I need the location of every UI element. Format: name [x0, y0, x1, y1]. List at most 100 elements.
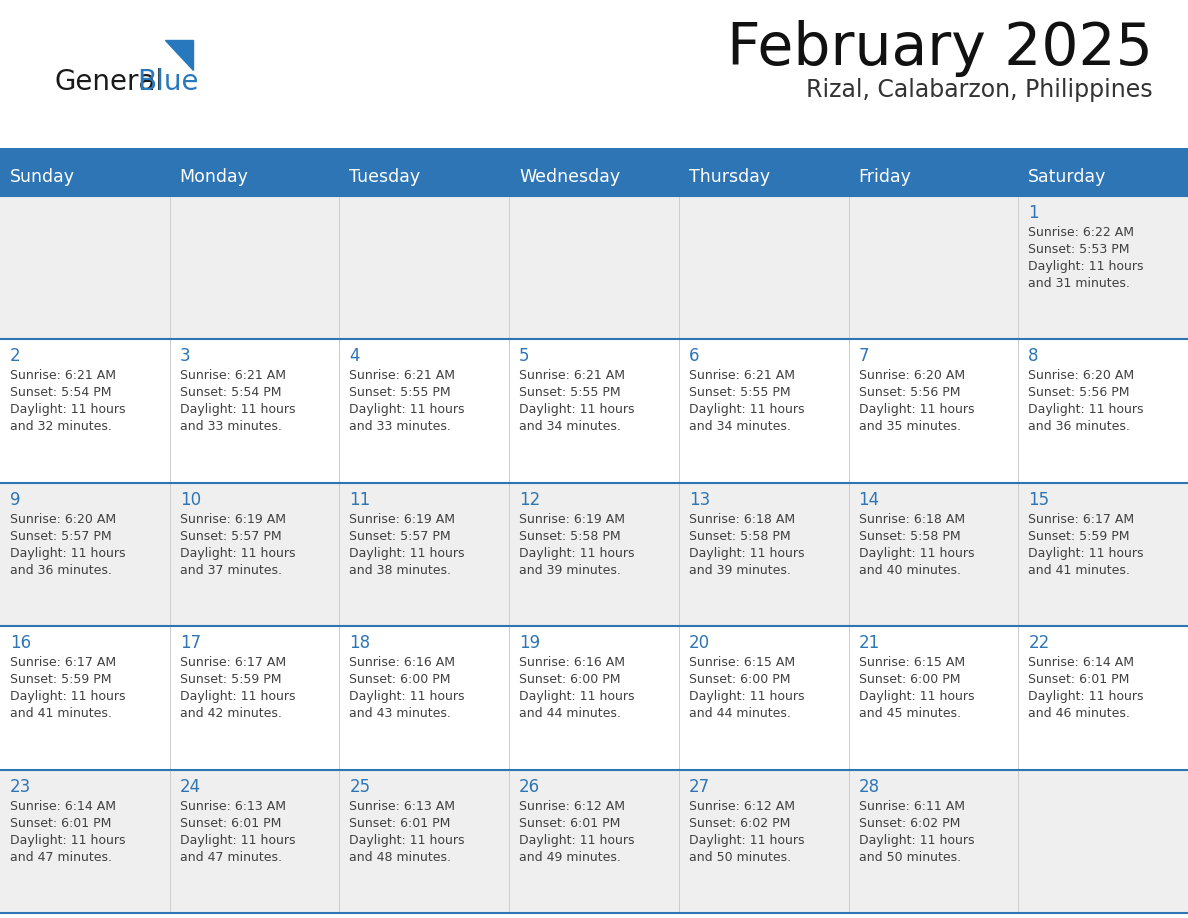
- Text: Sunrise: 6:13 AM: Sunrise: 6:13 AM: [179, 800, 286, 812]
- Text: Sunrise: 6:20 AM: Sunrise: 6:20 AM: [1029, 369, 1135, 383]
- Text: and 40 minutes.: and 40 minutes.: [859, 564, 961, 577]
- Text: Daylight: 11 hours: Daylight: 11 hours: [179, 403, 295, 417]
- Text: and 36 minutes.: and 36 minutes.: [10, 564, 112, 577]
- Text: Sunrise: 6:21 AM: Sunrise: 6:21 AM: [689, 369, 795, 383]
- Text: Sunset: 6:01 PM: Sunset: 6:01 PM: [349, 817, 450, 830]
- Text: and 38 minutes.: and 38 minutes.: [349, 564, 451, 577]
- Bar: [340, 196, 510, 340]
- Text: Daylight: 11 hours: Daylight: 11 hours: [10, 690, 126, 703]
- Text: Daylight: 11 hours: Daylight: 11 hours: [859, 547, 974, 560]
- Bar: [340, 626, 510, 769]
- Text: Tuesday: Tuesday: [349, 168, 421, 186]
- Text: 10: 10: [179, 491, 201, 509]
- Bar: [848, 340, 1018, 483]
- Bar: [678, 769, 848, 913]
- Text: Friday: Friday: [859, 168, 911, 186]
- Text: Sunset: 5:56 PM: Sunset: 5:56 PM: [859, 386, 960, 399]
- Text: Sunset: 5:57 PM: Sunset: 5:57 PM: [179, 530, 282, 543]
- Text: Sunset: 5:59 PM: Sunset: 5:59 PM: [1029, 530, 1130, 543]
- Text: and 43 minutes.: and 43 minutes.: [349, 707, 451, 721]
- Text: Sunset: 5:57 PM: Sunset: 5:57 PM: [349, 530, 451, 543]
- Text: February 2025: February 2025: [727, 20, 1154, 77]
- Text: Daylight: 11 hours: Daylight: 11 hours: [859, 403, 974, 417]
- Text: 11: 11: [349, 491, 371, 509]
- Text: Sunset: 6:01 PM: Sunset: 6:01 PM: [10, 817, 112, 830]
- Text: Sunset: 6:02 PM: Sunset: 6:02 PM: [689, 817, 790, 830]
- Text: Daylight: 11 hours: Daylight: 11 hours: [10, 547, 126, 560]
- Bar: [848, 769, 1018, 913]
- Text: and 49 minutes.: and 49 minutes.: [519, 851, 621, 864]
- Text: Sunrise: 6:12 AM: Sunrise: 6:12 AM: [519, 800, 625, 812]
- Bar: [678, 196, 848, 340]
- Text: 24: 24: [179, 778, 201, 796]
- Text: 7: 7: [859, 347, 870, 365]
- Text: 3: 3: [179, 347, 190, 365]
- Bar: [0, 626, 170, 769]
- Text: 25: 25: [349, 778, 371, 796]
- Text: 12: 12: [519, 491, 541, 509]
- Text: and 44 minutes.: and 44 minutes.: [519, 707, 621, 721]
- Text: Daylight: 11 hours: Daylight: 11 hours: [689, 403, 804, 417]
- Text: Sunset: 5:57 PM: Sunset: 5:57 PM: [10, 530, 112, 543]
- Text: Daylight: 11 hours: Daylight: 11 hours: [179, 690, 295, 703]
- Text: Sunset: 5:59 PM: Sunset: 5:59 PM: [179, 673, 282, 686]
- Bar: [0, 148, 1188, 158]
- Text: Sunset: 6:01 PM: Sunset: 6:01 PM: [519, 817, 620, 830]
- Bar: [0, 483, 170, 626]
- Text: and 45 minutes.: and 45 minutes.: [859, 707, 961, 721]
- Bar: [340, 340, 510, 483]
- Text: Monday: Monday: [179, 168, 248, 186]
- Text: Sunset: 6:00 PM: Sunset: 6:00 PM: [349, 673, 451, 686]
- Text: Daylight: 11 hours: Daylight: 11 hours: [349, 547, 465, 560]
- Text: and 41 minutes.: and 41 minutes.: [1029, 564, 1130, 577]
- Text: General: General: [55, 68, 164, 96]
- Text: Daylight: 11 hours: Daylight: 11 hours: [689, 690, 804, 703]
- Text: Wednesday: Wednesday: [519, 168, 620, 186]
- Text: and 36 minutes.: and 36 minutes.: [1029, 420, 1130, 433]
- Text: Daylight: 11 hours: Daylight: 11 hours: [1029, 403, 1144, 417]
- Text: Sunrise: 6:15 AM: Sunrise: 6:15 AM: [689, 656, 795, 669]
- Text: Daylight: 11 hours: Daylight: 11 hours: [519, 403, 634, 417]
- Bar: [0, 158, 1188, 196]
- Text: Daylight: 11 hours: Daylight: 11 hours: [349, 690, 465, 703]
- Text: Daylight: 11 hours: Daylight: 11 hours: [349, 834, 465, 846]
- Text: and 39 minutes.: and 39 minutes.: [689, 564, 791, 577]
- Text: and 34 minutes.: and 34 minutes.: [689, 420, 791, 433]
- Text: 21: 21: [859, 634, 880, 652]
- Text: Sunrise: 6:16 AM: Sunrise: 6:16 AM: [349, 656, 455, 669]
- Text: and 31 minutes.: and 31 minutes.: [1029, 277, 1130, 290]
- Text: Sunrise: 6:21 AM: Sunrise: 6:21 AM: [519, 369, 625, 383]
- Text: Sunrise: 6:11 AM: Sunrise: 6:11 AM: [859, 800, 965, 812]
- Text: Daylight: 11 hours: Daylight: 11 hours: [859, 834, 974, 846]
- Text: Sunrise: 6:19 AM: Sunrise: 6:19 AM: [179, 513, 286, 526]
- Text: Sunset: 5:56 PM: Sunset: 5:56 PM: [1029, 386, 1130, 399]
- Text: and 32 minutes.: and 32 minutes.: [10, 420, 112, 433]
- Text: Sunday: Sunday: [10, 168, 75, 186]
- Text: Sunset: 5:54 PM: Sunset: 5:54 PM: [179, 386, 282, 399]
- Text: Sunrise: 6:18 AM: Sunrise: 6:18 AM: [689, 513, 795, 526]
- Text: and 37 minutes.: and 37 minutes.: [179, 564, 282, 577]
- Text: Saturday: Saturday: [1029, 168, 1107, 186]
- Text: Sunset: 6:02 PM: Sunset: 6:02 PM: [859, 817, 960, 830]
- Text: Sunrise: 6:20 AM: Sunrise: 6:20 AM: [859, 369, 965, 383]
- Bar: [170, 340, 340, 483]
- Text: and 46 minutes.: and 46 minutes.: [1029, 707, 1130, 721]
- Text: Blue: Blue: [137, 68, 198, 96]
- Text: Daylight: 11 hours: Daylight: 11 hours: [519, 834, 634, 846]
- Bar: [848, 626, 1018, 769]
- Text: Sunrise: 6:15 AM: Sunrise: 6:15 AM: [859, 656, 965, 669]
- Text: 4: 4: [349, 347, 360, 365]
- Text: Sunset: 5:55 PM: Sunset: 5:55 PM: [349, 386, 451, 399]
- Text: Daylight: 11 hours: Daylight: 11 hours: [1029, 690, 1144, 703]
- Text: Sunrise: 6:13 AM: Sunrise: 6:13 AM: [349, 800, 455, 812]
- Text: 20: 20: [689, 634, 710, 652]
- Text: and 33 minutes.: and 33 minutes.: [349, 420, 451, 433]
- Bar: [170, 769, 340, 913]
- Text: 1: 1: [1029, 204, 1040, 222]
- Text: Sunrise: 6:16 AM: Sunrise: 6:16 AM: [519, 656, 625, 669]
- Text: Rizal, Calabarzon, Philippines: Rizal, Calabarzon, Philippines: [807, 78, 1154, 102]
- Text: Sunset: 6:01 PM: Sunset: 6:01 PM: [179, 817, 282, 830]
- Text: Daylight: 11 hours: Daylight: 11 hours: [689, 547, 804, 560]
- Bar: [1018, 769, 1188, 913]
- Text: 27: 27: [689, 778, 710, 796]
